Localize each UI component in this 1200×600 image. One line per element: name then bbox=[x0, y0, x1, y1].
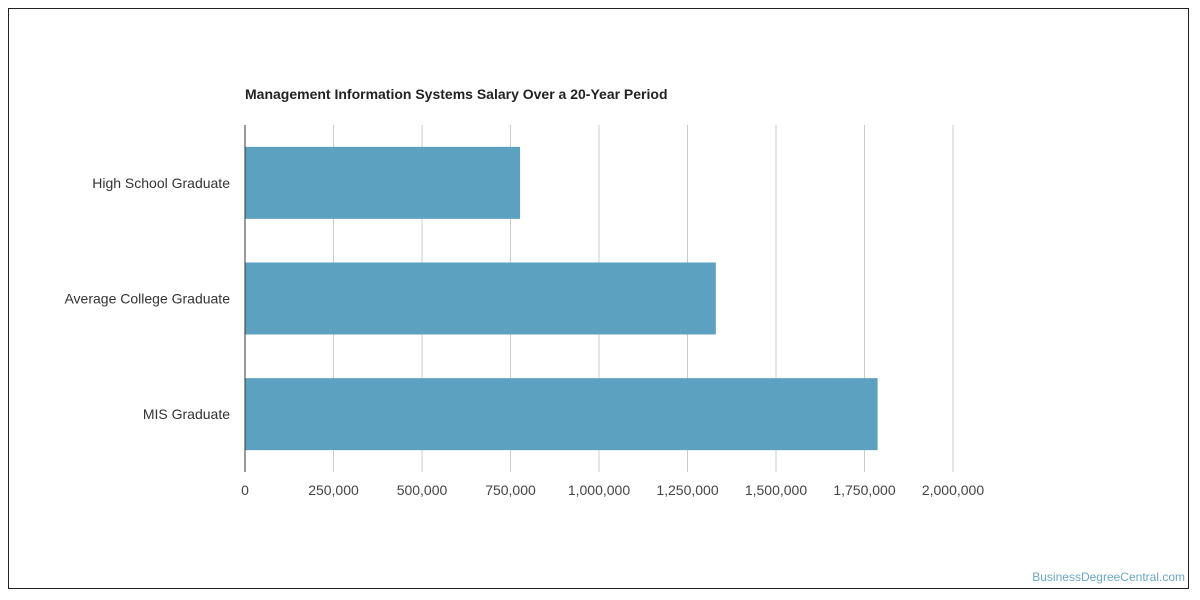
chart-frame bbox=[8, 8, 1189, 589]
x-tick-label: 1,250,000 bbox=[656, 482, 718, 498]
bar bbox=[245, 262, 716, 335]
y-category-label: MIS Graduate bbox=[143, 406, 230, 422]
x-tick-label: 1,750,000 bbox=[833, 482, 895, 498]
x-tick-label: 750,000 bbox=[485, 482, 536, 498]
bar bbox=[245, 146, 521, 219]
x-tick-label: 1,500,000 bbox=[745, 482, 807, 498]
chart-title: Management Information Systems Salary Ov… bbox=[245, 86, 668, 102]
y-category-label: High School Graduate bbox=[92, 175, 230, 191]
bar bbox=[245, 378, 878, 451]
x-tick-label: 250,000 bbox=[308, 482, 359, 498]
y-category-label: Average College Graduate bbox=[64, 291, 230, 307]
x-tick-label: 0 bbox=[241, 482, 249, 498]
watermark: BusinessDegreeCentral.com bbox=[1032, 570, 1185, 584]
x-tick-label: 500,000 bbox=[397, 482, 448, 498]
x-tick-label: 1,000,000 bbox=[568, 482, 630, 498]
x-tick-label: 2,000,000 bbox=[922, 482, 984, 498]
